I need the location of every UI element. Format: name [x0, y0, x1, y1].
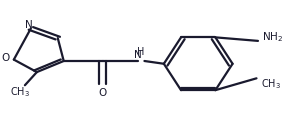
Text: N: N — [24, 20, 32, 30]
Text: O: O — [1, 53, 10, 63]
Text: NH$_2$: NH$_2$ — [262, 30, 284, 44]
Text: N: N — [134, 50, 142, 60]
Text: CH$_3$: CH$_3$ — [10, 85, 31, 99]
Text: O: O — [98, 88, 107, 98]
Text: H: H — [137, 47, 145, 57]
Text: CH$_3$: CH$_3$ — [261, 77, 281, 91]
